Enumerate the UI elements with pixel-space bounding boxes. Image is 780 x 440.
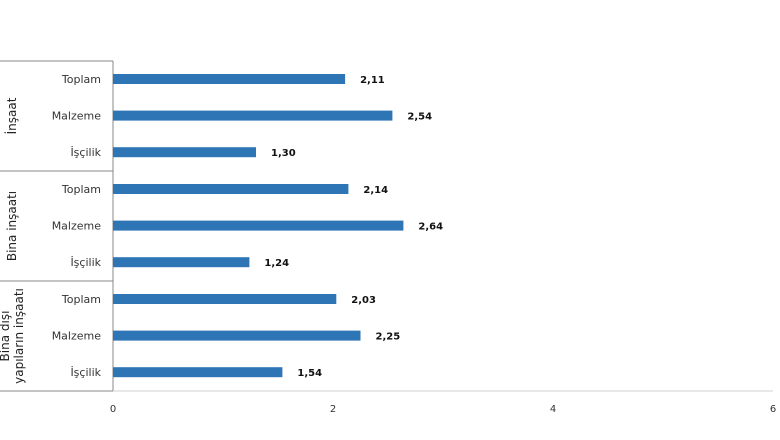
value-label: 1,54 — [297, 368, 322, 379]
category-label: Malzeme — [52, 110, 102, 123]
bar — [113, 257, 250, 268]
category-label: Toplam — [61, 293, 101, 306]
x-tick-label: 6 — [770, 404, 776, 415]
value-label: 2,54 — [407, 112, 432, 123]
category-label: İşçilik — [70, 366, 101, 379]
group-label: İnşaat — [4, 97, 19, 134]
bar — [113, 330, 361, 341]
x-tick-label: 2 — [330, 404, 336, 415]
chart-labels: 0 2 4 6 İnşaat Toplam 2,11 Malzeme 2,54 İşçilik 1,… — [0, 73, 776, 415]
chart-bars — [113, 74, 404, 378]
x-tick-label: 4 — [550, 404, 556, 415]
value-label: 2,14 — [363, 185, 388, 196]
category-label: Malzeme — [52, 220, 102, 233]
category-label: İşçilik — [70, 256, 101, 269]
bar — [113, 74, 346, 84]
value-label: 2,25 — [376, 332, 401, 343]
category-label: Toplam — [61, 73, 101, 86]
value-label: 2,03 — [351, 295, 376, 306]
value-label: 2,64 — [418, 222, 443, 233]
bar — [113, 220, 404, 231]
value-label: 1,24 — [264, 258, 289, 269]
group-label: Bina dışıyapıların inşaatı — [0, 288, 26, 384]
bar — [113, 184, 349, 194]
category-label: Toplam — [61, 183, 101, 196]
bar — [113, 110, 393, 121]
category-label: İşçilik — [70, 146, 101, 159]
bar — [113, 294, 337, 304]
value-label: 1,30 — [271, 148, 296, 159]
group-label: Bina inşaatı — [5, 191, 19, 261]
x-tick-label: 0 — [110, 404, 116, 415]
bar — [113, 367, 283, 378]
bar — [113, 147, 256, 158]
category-label: Malzeme — [52, 330, 102, 343]
value-label: 2,11 — [360, 75, 385, 86]
